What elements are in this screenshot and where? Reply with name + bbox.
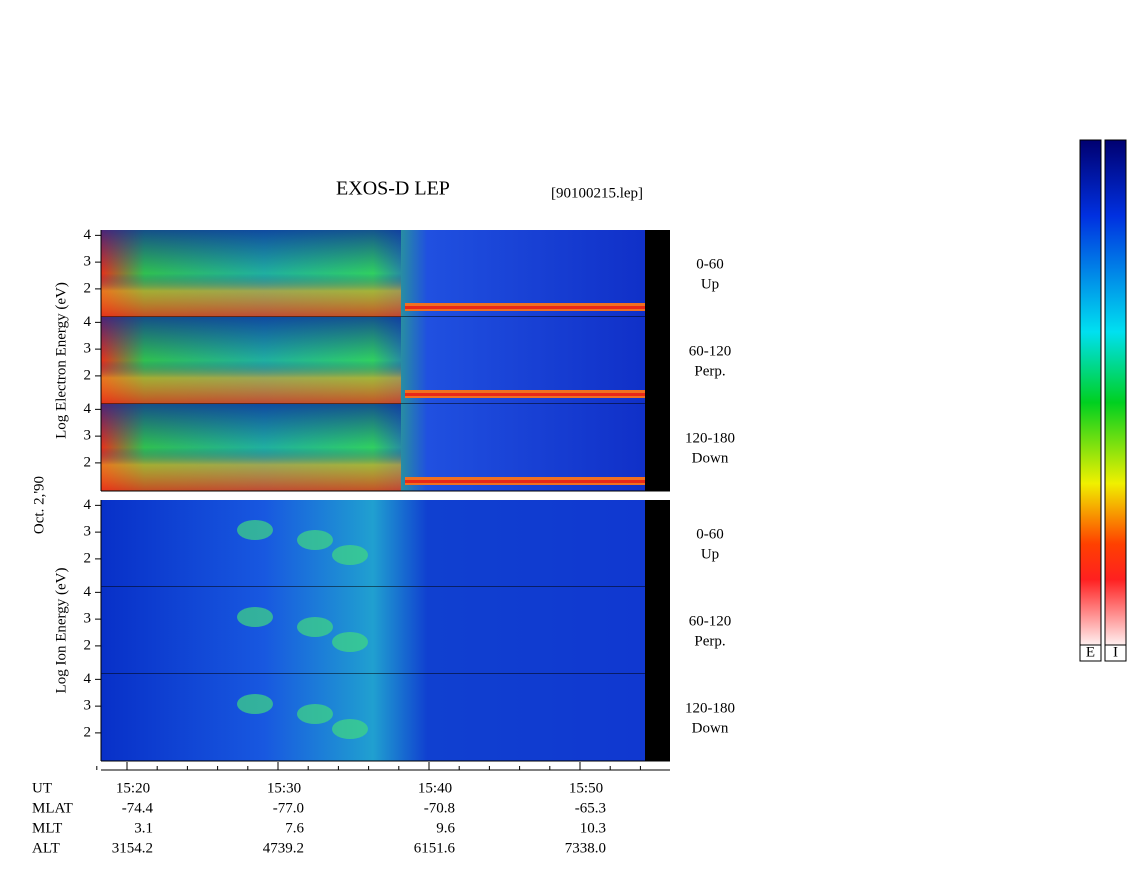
- y-tick-label: 2: [84, 367, 92, 383]
- spectrogram-blob: [237, 694, 273, 714]
- panel-sublabel: Down: [692, 450, 729, 466]
- panel-sublabel: Perp.: [694, 363, 725, 379]
- date-label: Oct. 2,'90: [31, 476, 47, 534]
- spectrogram-blob: [297, 704, 333, 724]
- panel-label: 120-180: [685, 430, 735, 446]
- colorbar-label-box: [1079, 644, 1102, 662]
- spectrogram-band: [405, 306, 645, 309]
- spectrogram-panel: [101, 674, 645, 761]
- ephemeris-value: 3154.2: [112, 840, 153, 856]
- y-tick-label: 3: [84, 254, 92, 270]
- ephemeris-value: 4739.2: [263, 840, 304, 856]
- y-axis-label: Log Electron Energy (eV): [53, 282, 69, 439]
- data-gap: [645, 230, 670, 317]
- y-tick-label: 2: [84, 724, 92, 740]
- spectrogram-blob: [332, 632, 368, 652]
- y-tick-label: 4: [84, 584, 92, 600]
- y-tick-label: 4: [84, 314, 92, 330]
- spectrogram-band: [405, 480, 645, 483]
- spectrogram-shade: [101, 317, 401, 404]
- x-tick-label: 15:20: [116, 780, 150, 796]
- colorbar: [1104, 139, 1127, 646]
- spectrogram-blob: [237, 520, 273, 540]
- spectrogram-blob: [237, 607, 273, 627]
- colorbar-label: E: [1086, 644, 1095, 660]
- ephemeris-value: 7.6: [285, 820, 304, 836]
- colorbar: [1079, 139, 1102, 646]
- x-tick-label: 15:30: [267, 780, 301, 796]
- panel-label: 60-120: [689, 343, 732, 359]
- ephemeris-name: UT: [32, 780, 52, 796]
- ephemeris-value: 3.1: [134, 820, 153, 836]
- y-tick-label: 2: [84, 637, 92, 653]
- data-gap: [645, 317, 670, 404]
- spectrogram-blob: [332, 545, 368, 565]
- data-gap: [645, 404, 670, 491]
- ephemeris-value: -70.8: [424, 800, 455, 816]
- colorbar-label-box: [1104, 644, 1127, 662]
- panel-label: 0-60: [696, 526, 724, 542]
- ephemeris-name: ALT: [32, 840, 60, 856]
- panel-label: 120-180: [685, 700, 735, 716]
- chart-title: EXOS-D LEP: [336, 178, 450, 200]
- ephemeris-name: MLAT: [32, 800, 73, 816]
- panel-sublabel: Perp.: [694, 633, 725, 649]
- spectrogram-band: [405, 393, 645, 396]
- y-tick-label: 2: [84, 454, 92, 470]
- y-tick-label: 2: [84, 280, 92, 296]
- x-tick-label: 15:50: [569, 780, 603, 796]
- panel-sublabel: Up: [701, 276, 719, 292]
- x-tick-label: 15:40: [418, 780, 452, 796]
- ephemeris-name: MLT: [32, 820, 62, 836]
- spectrogram-panel: [101, 500, 645, 587]
- ephemeris-value: -74.4: [122, 800, 154, 816]
- data-gap: [645, 674, 670, 761]
- spectrogram-shade: [101, 404, 401, 491]
- y-tick-label: 4: [84, 671, 92, 687]
- y-tick-label: 4: [84, 401, 92, 417]
- colorbar-label: I: [1113, 644, 1118, 660]
- y-tick-label: 3: [84, 524, 92, 540]
- spectrogram-blob: [332, 719, 368, 739]
- ephemeris-value: 9.6: [436, 820, 455, 836]
- panel-label: 0-60: [696, 256, 724, 272]
- file-label: [90100215.lep]: [551, 185, 643, 201]
- ephemeris-value: -65.3: [575, 800, 606, 816]
- y-axis-label: Log Ion Energy (eV): [53, 568, 69, 694]
- data-gap: [645, 587, 670, 674]
- ephemeris-value: 7338.0: [565, 840, 606, 856]
- panel-sublabel: Down: [692, 720, 729, 736]
- y-tick-label: 2: [84, 550, 92, 566]
- ephemeris-value: 10.3: [580, 820, 606, 836]
- y-tick-label: 4: [84, 497, 92, 513]
- ephemeris-value: 6151.6: [414, 840, 456, 856]
- spectrogram-panel: [101, 587, 645, 674]
- panel-sublabel: Up: [701, 546, 719, 562]
- y-tick-label: 4: [84, 227, 92, 243]
- panel-label: 60-120: [689, 613, 732, 629]
- y-tick-label: 3: [84, 698, 92, 714]
- y-tick-label: 3: [84, 611, 92, 627]
- spectrogram-blob: [297, 617, 333, 637]
- spectrogram-shade: [101, 230, 401, 317]
- data-gap: [645, 500, 670, 587]
- ephemeris-value: -77.0: [273, 800, 304, 816]
- y-tick-label: 3: [84, 341, 92, 357]
- spectrogram-blob: [297, 530, 333, 550]
- y-tick-label: 3: [84, 428, 92, 444]
